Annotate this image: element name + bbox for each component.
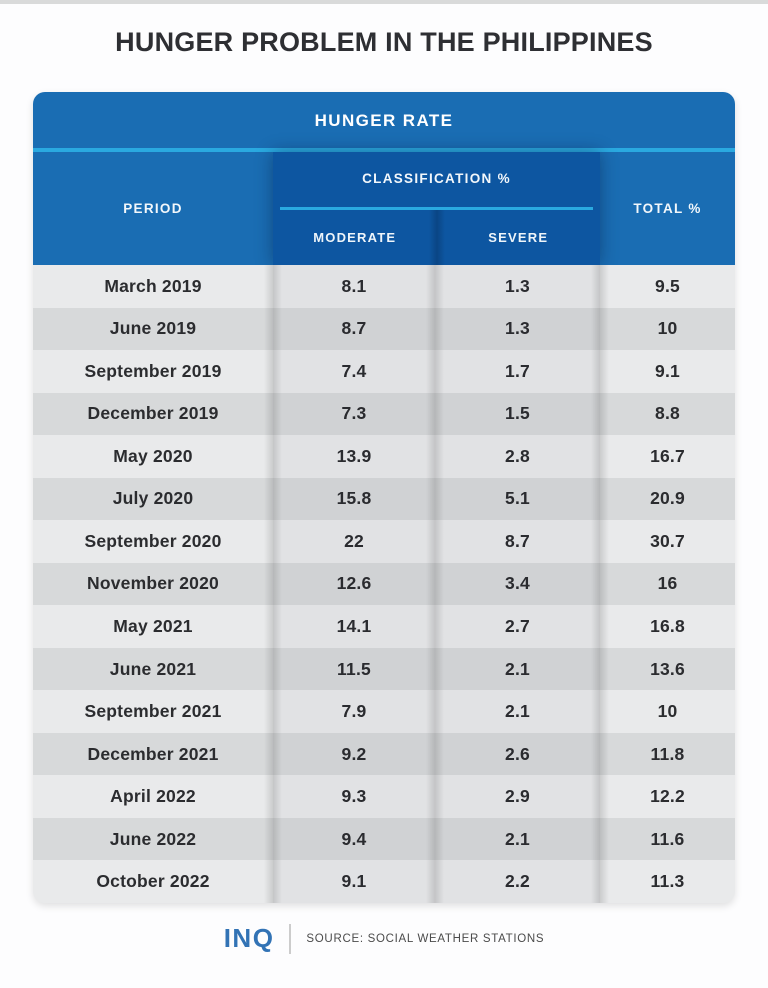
total-cell: 16.8 xyxy=(650,616,685,637)
table-body: March 2019 8.1 1.3 9.5 June 2019 8.7 1.3 10 Sept… xyxy=(33,265,735,903)
moderate-cell: 7.4 xyxy=(341,360,367,381)
moderate-cell: 15.8 xyxy=(336,488,372,509)
moderate-cell: 7.3 xyxy=(341,403,367,424)
column-header-total: TOTAL % xyxy=(633,201,702,216)
total-cell: 9.5 xyxy=(655,275,680,296)
severe-cell: 1.3 xyxy=(505,275,530,296)
inq-logo: INQ xyxy=(223,923,275,953)
moderate-cell: 8.7 xyxy=(341,318,367,339)
severe-cell: 3.4 xyxy=(505,573,530,594)
footer: INQ SOURCE: SOCIAL WEATHER STATIONS xyxy=(0,923,768,954)
table-row: June 2021 11.5 2.1 13.6 xyxy=(33,647,735,691)
hunger-rate-table-card: HUNGER RATE PERIOD CLASSIFICATION % MODE… xyxy=(33,92,735,903)
severe-cell: 2.1 xyxy=(505,658,530,679)
moderate-cell: 11.5 xyxy=(337,658,371,679)
total-cell: 11.8 xyxy=(650,743,685,764)
severe-cell: 2.1 xyxy=(505,701,530,722)
period-cell: June 2022 xyxy=(109,828,197,849)
table-row: April 2022 9.3 2.9 12.2 xyxy=(33,775,735,818)
table-row: October 2022 9.1 2.2 11.3 xyxy=(33,860,735,903)
moderate-cell: 13.9 xyxy=(336,445,372,466)
severe-cell: 2.2 xyxy=(505,871,530,892)
period-cell: September 2021 xyxy=(84,701,222,722)
moderate-cell: 7.9 xyxy=(341,701,367,722)
period-cell: June 2021 xyxy=(109,658,197,679)
table-row: September 2021 7.9 2.1 10 xyxy=(33,690,735,733)
period-cell: November 2020 xyxy=(87,573,219,594)
period-cell: May 2021 xyxy=(113,616,193,637)
table-row: March 2019 8.1 1.3 9.5 xyxy=(33,265,735,308)
severe-cell: 1.3 xyxy=(505,318,530,339)
classification-subheaders: MODERATE SEVERE xyxy=(273,210,600,265)
total-cell: 9.1 xyxy=(655,360,680,381)
total-cell: 30.7 xyxy=(650,530,685,551)
severe-cell: 2.7 xyxy=(505,616,530,637)
table-row: November 2020 12.6 3.4 16 xyxy=(33,562,735,606)
moderate-cell: 12.6 xyxy=(336,573,372,594)
severe-cell: 1.5 xyxy=(505,403,530,424)
period-cell: May 2020 xyxy=(113,445,193,466)
total-cell: 10 xyxy=(657,701,678,722)
total-cell: 8.8 xyxy=(655,403,680,424)
table-row: June 2019 8.7 1.3 10 xyxy=(33,307,735,351)
period-cell: September 2020 xyxy=(84,530,222,551)
page-title: HUNGER PROBLEM IN THE PHILIPPINES xyxy=(115,27,653,57)
classification-accent-line xyxy=(280,207,593,210)
table-header: HUNGER RATE PERIOD CLASSIFICATION % MODE… xyxy=(33,92,735,265)
moderate-cell: 9.2 xyxy=(341,743,367,764)
column-header-period: PERIOD xyxy=(123,201,183,216)
total-cell: 16.7 xyxy=(650,445,685,466)
severe-cell: 5.1 xyxy=(505,488,530,509)
table-row: September 2020 22 8.7 30.7 xyxy=(33,520,735,563)
severe-cell: 2.6 xyxy=(505,743,530,764)
moderate-cell: 8.1 xyxy=(341,275,367,296)
top-edge-strip xyxy=(0,0,768,4)
severe-cell: 2.1 xyxy=(505,828,530,849)
table-row: December 2019 7.3 1.5 8.8 xyxy=(33,392,735,436)
table-row: May 2021 14.1 2.7 16.8 xyxy=(33,605,735,648)
table-row: May 2020 13.9 2.8 16.7 xyxy=(33,435,735,478)
period-cell: July 2020 xyxy=(112,488,194,509)
total-cell: 13.6 xyxy=(650,658,685,679)
period-cell: September 2019 xyxy=(84,360,222,381)
table-row: June 2022 9.4 2.1 11.6 xyxy=(33,817,735,861)
moderate-cell: 22 xyxy=(344,530,364,551)
table-row: September 2019 7.4 1.7 9.1 xyxy=(33,350,735,393)
severe-cell: 1.7 xyxy=(505,360,530,381)
period-cell: March 2019 xyxy=(104,275,202,296)
period-cell: December 2021 xyxy=(87,743,219,764)
severe-cell: 2.9 xyxy=(505,786,530,807)
total-cell: 11.6 xyxy=(650,828,685,849)
moderate-cell: 14.1 xyxy=(336,616,372,637)
period-cell: October 2022 xyxy=(96,871,210,892)
classification-panel: CLASSIFICATION % MODERATE SEVERE xyxy=(273,152,600,265)
column-header-classification: CLASSIFICATION % xyxy=(362,170,511,186)
total-cell: 12.2 xyxy=(650,786,685,807)
column-headers: PERIOD CLASSIFICATION % MODERATE SEVERE … xyxy=(33,152,735,265)
period-cell: June 2019 xyxy=(109,318,197,339)
source-attribution: SOURCE: SOCIAL WEATHER STATIONS xyxy=(306,932,545,945)
moderate-cell: 9.3 xyxy=(341,786,367,807)
severe-cell: 2.8 xyxy=(505,445,530,466)
total-cell: 20.9 xyxy=(650,488,685,509)
moderate-cell: 9.4 xyxy=(341,828,367,849)
table-row: July 2020 15.8 5.1 20.9 xyxy=(33,477,735,521)
table-row: December 2021 9.2 2.6 11.8 xyxy=(33,732,735,776)
severe-cell: 8.7 xyxy=(505,530,530,551)
column-header-moderate: MODERATE xyxy=(313,230,397,245)
total-cell: 16 xyxy=(657,573,678,594)
table-title: HUNGER RATE xyxy=(314,111,454,130)
total-cell: 10 xyxy=(657,318,678,339)
header-accent-line xyxy=(33,148,735,152)
total-cell: 11.3 xyxy=(650,871,685,892)
period-cell: April 2022 xyxy=(110,786,196,807)
period-cell: December 2019 xyxy=(87,403,219,424)
column-header-severe: SEVERE xyxy=(488,230,549,245)
moderate-cell: 9.1 xyxy=(341,871,367,892)
footer-divider xyxy=(289,923,292,954)
